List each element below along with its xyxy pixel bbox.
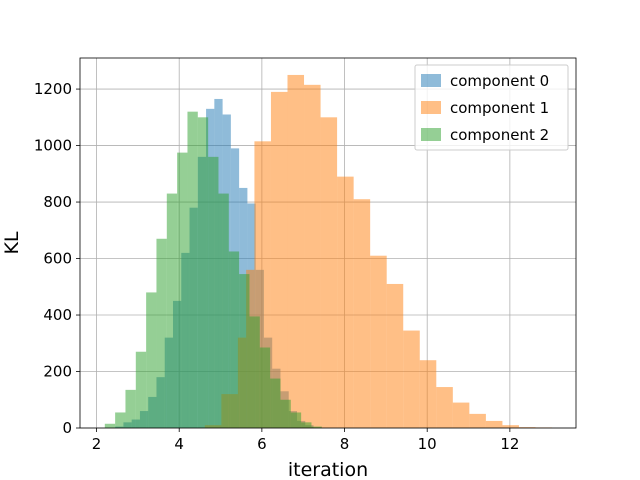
- x-tick-label-0: 2: [92, 435, 102, 453]
- legend-swatch-0: [421, 74, 441, 87]
- y-tick-label-2: 400: [43, 306, 72, 324]
- y-tick-label-5: 1000: [34, 137, 72, 155]
- bar-series-1-bin-10: [353, 199, 371, 428]
- bar-series-2-bin-1: [115, 412, 126, 428]
- y-tick-label-4: 800: [43, 193, 72, 211]
- bar-series-2-bin-16: [270, 378, 281, 428]
- bar-series-2-bin-7: [177, 152, 188, 428]
- bar-series-1-bin-8: [320, 117, 338, 428]
- bar-series-1-bin-14: [419, 360, 437, 428]
- y-tick-label-0: 0: [62, 419, 72, 437]
- bar-series-1-bin-13: [403, 330, 420, 428]
- bar-series-2-bin-2: [125, 389, 136, 428]
- legend-box: [414, 64, 569, 151]
- legend-label-0: component 0: [450, 72, 549, 90]
- series-2: [104, 111, 322, 428]
- bar-series-2-bin-10: [208, 156, 219, 428]
- x-tick-label-2: 6: [257, 435, 267, 453]
- y-tick-label-6: 1200: [34, 80, 72, 98]
- legend-label-2: component 2: [450, 126, 549, 144]
- bar-series-2-bin-3: [135, 351, 147, 428]
- x-axis-label: iteration: [288, 459, 368, 480]
- bar-series-2-bin-5: [156, 238, 167, 428]
- bar-series-2-bin-6: [166, 193, 178, 428]
- bar-series-1-bin-6: [287, 74, 305, 428]
- histogram-bars: [104, 74, 553, 429]
- bar-series-2-bin-14: [249, 316, 260, 428]
- bar-series-1-bin-15: [436, 387, 453, 428]
- x-tick-label-4: 10: [418, 435, 437, 453]
- bar-series-2-bin-20: [311, 426, 322, 428]
- y-tick-label-1: 200: [43, 363, 72, 381]
- y-tick-label-3: 600: [43, 250, 72, 268]
- bar-series-2-bin-4: [146, 292, 157, 428]
- bar-series-1-bin-11: [370, 255, 387, 428]
- x-tick-label-1: 4: [174, 435, 184, 453]
- x-tick-label-5: 12: [500, 435, 519, 453]
- bar-series-1-bin-18: [485, 420, 503, 428]
- bar-series-1-bin-12: [386, 283, 404, 428]
- legend-swatch-2: [421, 128, 441, 141]
- bar-series-1-bin-9: [337, 176, 354, 428]
- tick-marks: 2 4 6 8 10 12 0 200 400 600 800 1000 1200: [34, 80, 520, 453]
- bar-series-2-bin-18: [290, 412, 302, 428]
- bar-series-1-bin-5: [270, 91, 288, 428]
- axes: [79, 57, 577, 429]
- bar-series-1-bin-19: [502, 425, 519, 428]
- legend-swatch-1: [421, 101, 441, 114]
- bar-series-2-bin-15: [259, 347, 271, 428]
- bar-series-1-bin-17: [469, 413, 486, 428]
- bar-series-2-bin-12: [228, 251, 240, 428]
- bar-series-2-bin-11: [218, 193, 229, 428]
- bar-series-1-bin-16: [452, 402, 470, 428]
- legend: component 0 component 1 component 2: [414, 64, 569, 151]
- bar-series-2-bin-9: [197, 117, 209, 428]
- bar-series-2-bin-8: [187, 111, 198, 428]
- bar-series-2-bin-19: [301, 422, 312, 428]
- bar-series-2-bin-0: [104, 423, 116, 428]
- plot-frame: [79, 57, 577, 429]
- legend-label-1: component 1: [450, 99, 549, 117]
- bar-series-2-bin-17: [280, 399, 291, 428]
- bar-series-2-bin-13: [239, 274, 250, 428]
- bar-series-1-bin-7: [304, 84, 321, 428]
- bar-series-1-bin-20: [518, 427, 536, 428]
- x-tick-label-3: 8: [340, 435, 350, 453]
- y-axis-label: KL: [1, 231, 23, 254]
